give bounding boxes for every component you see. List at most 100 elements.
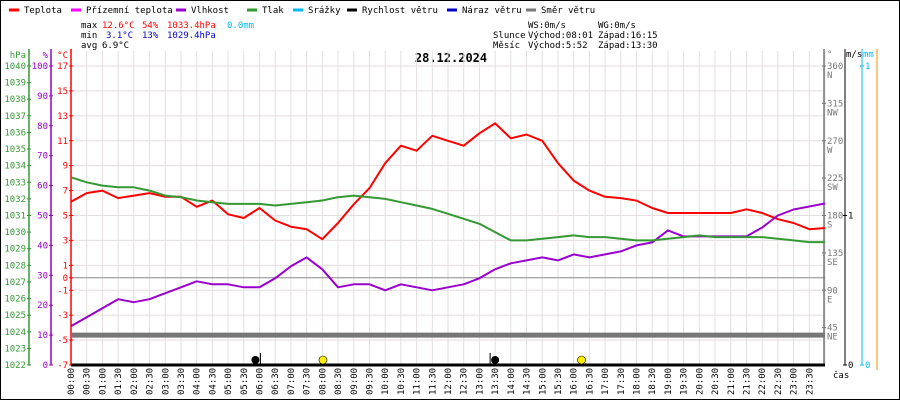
x-tick-label: 17:00	[601, 368, 611, 395]
humidity-axis-tick-label: 50	[37, 212, 48, 222]
legend-label: Náraz větru	[462, 6, 522, 16]
direction-tick-label: 135	[827, 249, 843, 259]
x-tick-label: 04:30	[208, 368, 218, 395]
sunset-marker	[577, 355, 586, 365]
direction-tick-label: 315	[827, 99, 843, 109]
stats-max-label: max	[81, 21, 98, 31]
humidity-axis-tick-label: 30	[37, 271, 48, 281]
pressure-axis-tick-label: 1022	[4, 361, 26, 371]
x-tick-label: 00:30	[83, 368, 93, 395]
x-tick-label: 01:00	[98, 368, 108, 395]
wg-text: WG:0m/s	[598, 21, 636, 31]
stats-min-hum: 13%	[142, 31, 159, 41]
stats-min-label: min	[81, 31, 97, 41]
legend-label: Rychlost větru	[362, 6, 438, 16]
axes: hPa1040103910381037103610351034103310321…	[4, 49, 878, 371]
temperature-axis-tick-label: 7	[63, 187, 68, 197]
temperature-axis-tick-label: -7	[57, 361, 68, 371]
x-tick-label: 23:30	[805, 368, 815, 395]
stats-avg-label: avg	[81, 41, 97, 51]
x-tick-label: 10:00	[381, 368, 391, 395]
x-tick-label: 20:00	[695, 368, 705, 395]
legend: Teplota Přízemní teplota Vlhkost Tlak Srážky…	[9, 6, 595, 16]
rain-tick-label: 0	[865, 361, 870, 371]
stats-max-temp: 12.6°C	[102, 21, 135, 31]
x-tick-label: 05:30	[240, 368, 250, 395]
x-tick-label: 05:00	[224, 368, 234, 395]
rain-tick-label: 1	[865, 62, 870, 72]
x-tick-label: 22:00	[758, 368, 768, 395]
x-tick-label: 07:00	[287, 368, 297, 395]
sun-label: Slunce	[493, 31, 526, 41]
direction-tick-compass: NE	[827, 333, 838, 343]
temperature-axis-tick-label: 5	[63, 212, 68, 222]
direction-tick-label: 45	[827, 324, 838, 334]
pressure-axis-tick-label: 1039	[4, 79, 26, 89]
humidity-axis-tick-label: 20	[37, 301, 48, 311]
series-line-teplota	[70, 122, 826, 241]
moon-rise: Východ:5:52	[528, 41, 588, 51]
temperature-axis-tick-label: 9	[63, 162, 68, 172]
humidity-axis-unit: %	[43, 51, 49, 61]
stats-avg-temp: 6.9°C	[102, 41, 129, 51]
direction-tick-label: 270	[827, 137, 843, 147]
legend-label: Směr větru	[541, 6, 595, 16]
x-tick-label: 19:00	[664, 368, 674, 395]
humidity-axis-tick-label: 10	[37, 331, 48, 341]
sun-set: Západ:16:15	[598, 31, 658, 41]
wind-tick-label: 0	[848, 361, 853, 371]
stats-min-temp: 3.1°C	[106, 31, 133, 41]
x-tick-label: 04:00	[193, 368, 203, 395]
legend-label: Teplota	[24, 6, 62, 16]
x-tick-label: 18:00	[633, 368, 643, 395]
pressure-axis-tick-label: 1023	[4, 344, 26, 354]
x-tick-label: 17:30	[617, 368, 627, 395]
pressure-axis-tick-label: 1038	[4, 95, 26, 105]
direction-tick-compass: SW	[827, 183, 838, 193]
x-tick-label: 15:00	[538, 368, 548, 395]
pressure-axis-tick-label: 1032	[4, 195, 26, 205]
pressure-axis-tick-label: 1034	[4, 162, 26, 172]
x-tick-label: 22:30	[774, 368, 784, 395]
x-tick-label: 12:30	[460, 368, 470, 395]
x-tick-label: 10:30	[397, 368, 407, 395]
direction-tick-compass: SE	[827, 258, 838, 268]
events	[251, 353, 586, 365]
x-tick-label: 21:00	[727, 368, 737, 395]
temperature-axis-tick-label: -1	[57, 286, 68, 296]
stats-max-press: 1033.4hPa	[167, 21, 216, 31]
pressure-axis-tick-label: 1024	[4, 328, 26, 338]
temperature-axis-unit: °C	[57, 51, 68, 61]
x-tick-label: 06:30	[271, 368, 281, 395]
moon-set: Západ:13:30	[598, 41, 658, 51]
direction-tick-compass: E	[827, 295, 832, 305]
grid	[70, 51, 826, 366]
legend-label: Vlhkost	[191, 6, 229, 16]
sun-rise: Východ:08:01	[528, 31, 593, 41]
pressure-axis-unit: hPa	[10, 51, 26, 61]
x-tick-label: 20:30	[711, 368, 721, 395]
humidity-axis-tick-label: 90	[37, 92, 48, 102]
rain-axis-unit: mm	[863, 50, 874, 60]
stats-max-hum: 54%	[142, 21, 159, 31]
x-tick-label: 08:00	[318, 368, 328, 395]
pressure-axis-tick-label: 1030	[4, 228, 26, 238]
pressure-axis-tick-label: 1026	[4, 295, 26, 305]
pressure-axis-tick-label: 1040	[4, 62, 26, 72]
x-tick-label: 18:30	[648, 368, 658, 395]
direction-tick-label: 360	[827, 62, 843, 72]
temperature-axis-tick-label: 15	[57, 87, 68, 97]
x-tick-label: 19:30	[680, 368, 690, 395]
x-axis-label: čas	[833, 370, 849, 381]
stats-block: max 12.6°C 54% 1033.4hPa 0.0mm min 3.1°C…	[81, 21, 254, 51]
x-tick-label: 02:30	[146, 368, 156, 395]
temperature-axis-tick-label: 0	[63, 274, 68, 284]
humidity-axis-tick-label: 80	[37, 122, 48, 132]
pressure-axis-tick-label: 1031	[4, 212, 26, 222]
direction-tick-label: 90	[827, 286, 838, 296]
x-tick-label: 13:00	[475, 368, 485, 395]
chart-title: 28.12.2024	[415, 51, 487, 65]
pressure-axis-tick-label: 1025	[4, 311, 26, 321]
direction-axis-unit: °	[827, 50, 832, 60]
pressure-axis-tick-label: 1036	[4, 128, 26, 138]
